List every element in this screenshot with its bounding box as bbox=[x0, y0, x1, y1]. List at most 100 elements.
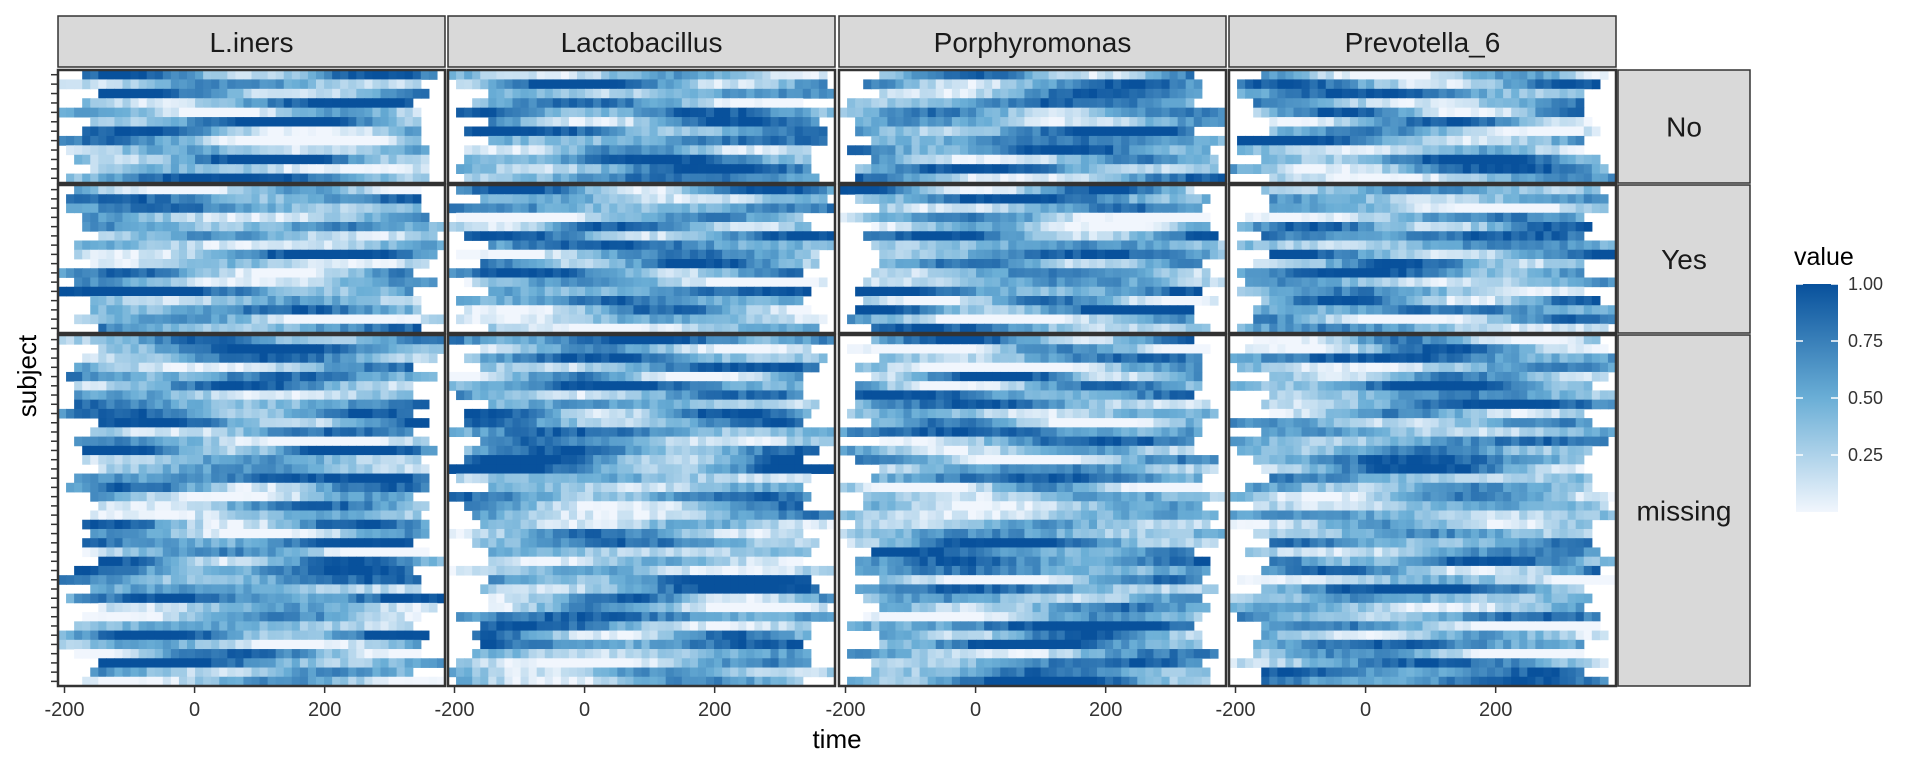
heatmap-cell bbox=[195, 173, 204, 184]
heatmap-cell bbox=[90, 630, 99, 641]
heatmap-cell bbox=[810, 185, 820, 195]
heatmap-cell bbox=[552, 455, 562, 465]
heatmap-cell bbox=[585, 70, 594, 80]
heatmap-cell bbox=[66, 371, 75, 382]
heatmap-cell bbox=[802, 362, 812, 373]
heatmap-cell bbox=[706, 353, 715, 364]
heatmap-cell bbox=[617, 436, 626, 447]
heatmap-cell bbox=[802, 436, 812, 447]
heatmap-cell bbox=[560, 418, 570, 428]
heatmap-cell bbox=[203, 240, 212, 251]
heatmap-cell bbox=[243, 117, 253, 127]
heatmap-cell bbox=[754, 399, 764, 410]
heatmap-cell bbox=[122, 538, 132, 548]
heatmap-cell bbox=[706, 240, 715, 251]
heatmap-cell bbox=[122, 482, 132, 493]
heatmap-cell bbox=[404, 667, 414, 678]
heatmap-cell bbox=[235, 323, 245, 334]
heatmap-cell bbox=[203, 649, 212, 659]
heatmap-cell bbox=[267, 344, 277, 354]
heatmap-cell bbox=[356, 649, 365, 659]
heatmap-cell bbox=[114, 249, 124, 260]
subject-row bbox=[58, 639, 422, 650]
heatmap-cell bbox=[649, 323, 659, 334]
heatmap-cell bbox=[496, 335, 506, 345]
heatmap-cell bbox=[299, 676, 309, 687]
heatmap-cell bbox=[340, 107, 349, 118]
heatmap-cell bbox=[673, 212, 683, 223]
heatmap-cell bbox=[388, 344, 398, 354]
heatmap-cell bbox=[211, 649, 220, 659]
heatmap-cell bbox=[251, 556, 261, 567]
heatmap-cell bbox=[770, 88, 780, 99]
heatmap-cell bbox=[203, 222, 212, 232]
heatmap-cell bbox=[106, 371, 116, 382]
subject-row bbox=[58, 268, 414, 278]
heatmap-cell bbox=[818, 464, 828, 474]
heatmap-cell bbox=[90, 126, 99, 137]
heatmap-cell bbox=[722, 117, 731, 127]
heatmap-cell bbox=[122, 154, 132, 165]
heatmap-cell bbox=[195, 154, 204, 165]
heatmap-cell bbox=[456, 492, 465, 502]
heatmap-cell bbox=[420, 482, 430, 493]
heatmap-cell bbox=[219, 222, 228, 232]
heatmap-cell bbox=[681, 79, 691, 90]
heatmap-cell bbox=[617, 212, 626, 223]
heatmap-cell bbox=[412, 277, 422, 288]
heatmap-cell bbox=[649, 194, 659, 204]
heatmap-cell bbox=[364, 194, 374, 204]
heatmap-cell bbox=[187, 185, 196, 195]
heatmap-cell bbox=[372, 164, 382, 174]
heatmap-cell bbox=[552, 464, 562, 474]
heatmap-cell bbox=[714, 353, 723, 364]
heatmap-cell bbox=[364, 575, 374, 585]
heatmap-cell bbox=[681, 164, 691, 174]
heatmap-cell bbox=[291, 510, 301, 521]
heatmap-cell bbox=[211, 445, 220, 456]
heatmap-cell bbox=[251, 547, 261, 558]
heatmap-cell bbox=[412, 353, 422, 364]
heatmap-cell bbox=[251, 268, 261, 278]
heatmap-cell bbox=[235, 390, 245, 401]
heatmap-cell bbox=[211, 658, 220, 668]
heatmap-cell bbox=[404, 612, 414, 622]
heatmap-cell bbox=[211, 212, 220, 223]
heatmap-cell bbox=[496, 259, 506, 269]
heatmap-cell bbox=[496, 436, 506, 447]
heatmap-cell bbox=[585, 464, 594, 474]
heatmap-cell bbox=[794, 473, 804, 484]
heatmap-cell bbox=[641, 259, 651, 269]
heatmap-cell bbox=[577, 145, 586, 156]
heatmap-cell bbox=[404, 344, 414, 354]
heatmap-cell bbox=[211, 639, 220, 650]
heatmap-cell bbox=[681, 455, 691, 465]
heatmap-cell bbox=[738, 173, 747, 184]
heatmap-cell bbox=[243, 240, 253, 251]
heatmap-cell bbox=[609, 344, 618, 354]
heatmap-cell bbox=[528, 185, 538, 195]
heatmap-cell bbox=[275, 185, 285, 195]
heatmap-cell bbox=[380, 390, 390, 401]
heatmap-cell bbox=[625, 194, 635, 204]
heatmap-cell bbox=[275, 399, 285, 410]
heatmap-cell bbox=[762, 418, 772, 428]
heatmap-cell bbox=[496, 240, 506, 251]
heatmap-cell bbox=[754, 107, 764, 118]
heatmap-cell bbox=[259, 231, 269, 241]
heatmap-cell bbox=[162, 639, 172, 650]
heatmap-cell bbox=[203, 344, 212, 354]
heatmap-cell bbox=[380, 145, 390, 156]
heatmap-cell bbox=[187, 249, 196, 260]
heatmap-cell bbox=[609, 79, 618, 90]
heatmap-cell bbox=[90, 240, 99, 251]
heatmap-cell bbox=[195, 79, 204, 90]
heatmap-cell bbox=[794, 371, 804, 382]
heatmap-cell bbox=[617, 145, 626, 156]
heatmap-cell bbox=[528, 371, 538, 382]
heatmap-cell bbox=[154, 630, 164, 641]
heatmap-cell bbox=[227, 612, 236, 622]
heatmap-cell bbox=[146, 519, 156, 530]
heatmap-cell bbox=[528, 212, 538, 223]
heatmap-cell bbox=[154, 371, 164, 382]
